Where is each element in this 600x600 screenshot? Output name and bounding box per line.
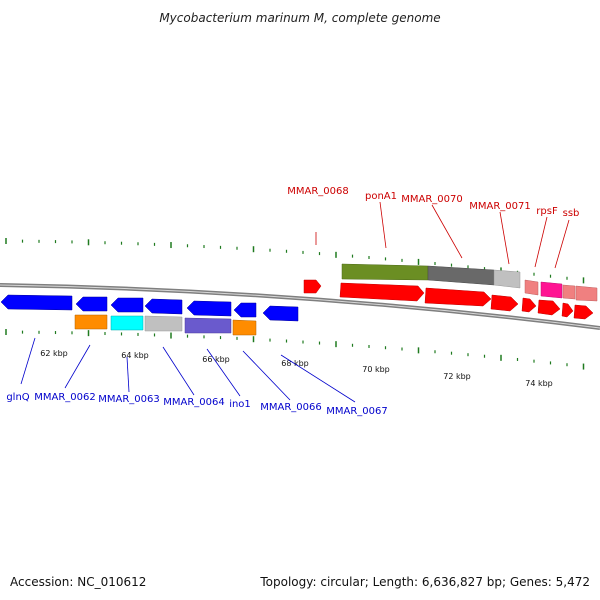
leader-line bbox=[162, 346, 195, 396]
gene-pona1-feature[interactable] bbox=[341, 263, 429, 281]
kbp-labels: 62 kbp 64 kbp 66 kbp 68 kbp 70 kbp 72 kb… bbox=[40, 349, 553, 388]
leader-line bbox=[379, 201, 387, 249]
cds-ssb[interactable] bbox=[561, 302, 574, 318]
gene-label-mmar-0063[interactable]: MMAR_0063 bbox=[98, 394, 160, 405]
gene-mmar-0063-feature[interactable] bbox=[110, 315, 144, 331]
leader-line bbox=[499, 211, 510, 265]
gene-label-ino1[interactable]: ino1 bbox=[229, 399, 251, 410]
leader-line bbox=[431, 204, 463, 259]
leader-line bbox=[280, 354, 356, 403]
gene-mmar-0062-feature[interactable] bbox=[74, 314, 108, 330]
cds-mmar-0064[interactable] bbox=[144, 298, 183, 315]
leader-line bbox=[126, 356, 130, 393]
gene-label-mmar-0071[interactable]: MMAR_0071 bbox=[469, 201, 531, 212]
gene-label-mmar-0067[interactable]: MMAR_0067 bbox=[326, 406, 388, 417]
accession-text: Accession: NC_010612 bbox=[10, 575, 146, 589]
gene-label-ssb[interactable]: ssb bbox=[563, 208, 580, 219]
cds-mmar-0067[interactable] bbox=[262, 305, 299, 322]
cds-pona1[interactable] bbox=[339, 282, 425, 302]
gene-mmar-0068[interactable] bbox=[303, 279, 322, 294]
cds-ssb-b[interactable] bbox=[573, 304, 594, 320]
gene-ssb-feature-a[interactable] bbox=[562, 284, 576, 300]
gene-label-rpsf[interactable]: rpsF bbox=[536, 206, 558, 217]
cds-mmar-0062[interactable] bbox=[75, 296, 108, 312]
gene-mmar-0066-feature[interactable] bbox=[232, 319, 257, 336]
gene-label-mmar-0068[interactable]: MMAR_0068 bbox=[287, 186, 349, 197]
gene-mmar-0064-feature[interactable] bbox=[144, 315, 183, 332]
kbp-label: 64 kbp bbox=[121, 351, 149, 360]
reverse-labels: glnQ MMAR_0062 MMAR_0063 MMAR_0064 ino1 … bbox=[6, 337, 388, 417]
leader-line bbox=[534, 216, 548, 268]
inner-tick-track bbox=[5, 329, 585, 370]
cds-ino1[interactable] bbox=[186, 300, 232, 317]
gene-label-glnq[interactable]: glnQ bbox=[6, 392, 29, 403]
gene-ssb-feature-b[interactable] bbox=[575, 285, 598, 302]
cds-mmar-0063[interactable] bbox=[110, 297, 144, 313]
cds-mmar-0070[interactable] bbox=[424, 287, 492, 307]
forward-labels: MMAR_0068 ponA1 MMAR_0070 MMAR_0071 rpsF… bbox=[287, 186, 580, 269]
leader-line bbox=[64, 344, 91, 389]
gene-ino1-feature[interactable] bbox=[184, 317, 232, 334]
cds-glnq[interactable] bbox=[0, 294, 73, 311]
gene-mmar-0071-feature[interactable] bbox=[524, 279, 539, 296]
cds-mmar-0071-b[interactable] bbox=[521, 297, 537, 313]
cds-mmar-0071[interactable] bbox=[490, 294, 519, 312]
genome-info-text: Topology: circular; Length: 6,636,827 bp… bbox=[259, 575, 590, 589]
leader-line bbox=[242, 350, 291, 401]
gene-label-mmar-0066[interactable]: MMAR_0066 bbox=[260, 402, 322, 413]
forward-features bbox=[303, 263, 598, 320]
backbone-line-highlight bbox=[0, 284, 600, 329]
gene-label-mmar-0064[interactable]: MMAR_0064 bbox=[163, 397, 225, 408]
reverse-features bbox=[0, 294, 299, 336]
kbp-label: 66 kbp bbox=[202, 355, 230, 364]
kbp-label: 62 kbp bbox=[40, 349, 68, 358]
leader-line bbox=[554, 219, 570, 269]
gene-rpsf-feature[interactable] bbox=[540, 281, 563, 299]
gene-label-mmar-0062[interactable]: MMAR_0062 bbox=[34, 392, 96, 403]
map-title: Mycobacterium marinum M, complete genome bbox=[159, 11, 440, 25]
gene-mmar-0070-tail[interactable] bbox=[493, 269, 521, 289]
gene-label-pona1[interactable]: ponA1 bbox=[365, 191, 397, 202]
cds-rpsf[interactable] bbox=[537, 299, 561, 316]
kbp-label: 70 kbp bbox=[362, 365, 390, 374]
backbone bbox=[0, 283, 600, 330]
leader-line bbox=[206, 348, 241, 397]
kbp-label: 72 kbp bbox=[443, 372, 471, 381]
cds-mmar-0066[interactable] bbox=[233, 302, 257, 318]
kbp-label: 74 kbp bbox=[525, 379, 553, 388]
gene-label-mmar-0070[interactable]: MMAR_0070 bbox=[401, 194, 463, 205]
leader-line bbox=[20, 337, 36, 385]
